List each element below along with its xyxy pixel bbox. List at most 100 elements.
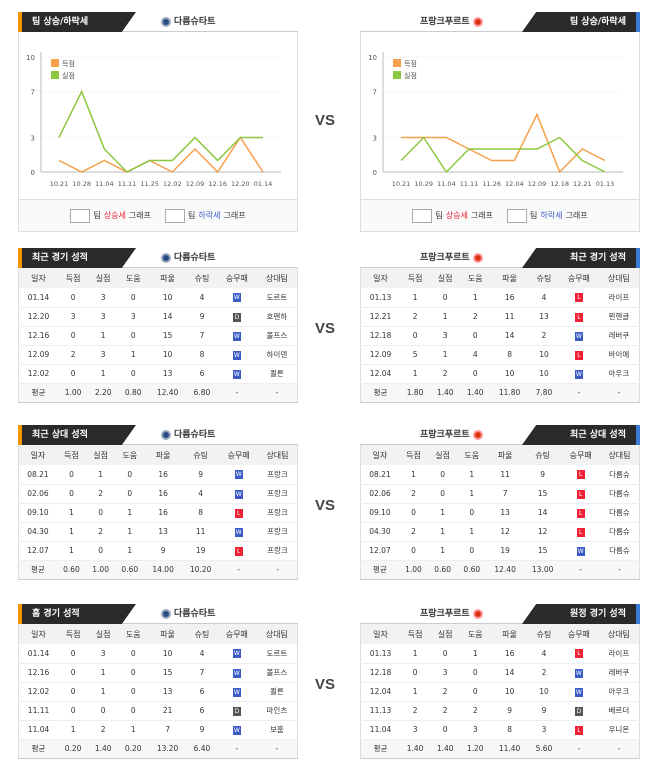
table-cell: 4 (528, 644, 559, 664)
table-cell: 12.02 (18, 364, 59, 384)
column-header: 슈팅 (186, 624, 217, 644)
table-row: 01.14 0 3 0 10 4 W 도르트 (18, 644, 298, 664)
table-cell: 프랑크 (257, 522, 298, 542)
darmstadt-logo-icon (161, 429, 171, 440)
table-cell: 01.13 (360, 288, 401, 308)
x-tick-label: 01.14 (254, 180, 273, 188)
column-header: 파울 (148, 268, 187, 288)
table-cell: 3 (88, 644, 119, 664)
table-cell: 2 (398, 484, 429, 504)
table-cell: 2 (528, 326, 559, 346)
table-cell: 1 (400, 288, 431, 308)
result-badge-icon: W (234, 489, 243, 499)
table-cell: 도르트 (256, 288, 298, 308)
column-header: 파울 (490, 268, 529, 288)
average-row: 평균 1.80 1.40 1.40 11.80 7.80- - (360, 383, 640, 403)
table-cell: 0 (118, 682, 149, 702)
table-cell: 0 (400, 326, 431, 346)
table-cell: 02.06 (18, 484, 57, 504)
table-cell: 13 (528, 307, 559, 327)
away-trend-chart: 0 3 7 10 10.21 10.29 11.04 11.11 11.26 12.04 12.09… (360, 32, 640, 200)
table-cell: - (256, 383, 298, 403)
vs-label: VS (314, 497, 335, 514)
table-cell: 다름슈 (599, 522, 640, 542)
table-cell: - (257, 560, 298, 580)
legend-down-right: 팀 하락세 그래프 (507, 208, 588, 223)
column-header: 승무패 (219, 445, 258, 465)
section-title: 최근 경기 성적 (18, 248, 136, 268)
table-cell: 하이덴 (256, 345, 298, 365)
table-cell: 0.60 (457, 560, 487, 580)
table-cell: 14 (490, 326, 529, 346)
column-header: 승무패 (559, 268, 599, 288)
legend-up: 팀 상승세 그래프 (70, 208, 151, 223)
table-cell: 0 (118, 644, 149, 664)
result-badge-icon: D (232, 706, 241, 716)
table-cell: 1 (460, 288, 491, 308)
table-cell: 10 (528, 364, 559, 384)
table-cell: 평균 (360, 383, 401, 403)
table-cell: 0 (58, 682, 89, 702)
legend-up-right: 팀 상승세 그래프 (412, 208, 493, 223)
section-title: 최근 경기 성적 (522, 248, 640, 268)
column-header: 실점 (88, 268, 119, 288)
table-cell: 1 (56, 503, 87, 523)
table-cell: 1 (88, 663, 119, 683)
table-cell: W (217, 720, 257, 740)
table-cell: 5 (400, 345, 431, 365)
table-cell: 1 (460, 644, 491, 664)
team-label: 다름슈타트 (158, 425, 215, 445)
table-cell: 바이에 (598, 345, 640, 365)
table-cell: 1 (56, 522, 87, 542)
x-tick-label: 11.04 (437, 180, 456, 188)
x-tick-label: 11.26 (482, 180, 501, 188)
table-cell: W (217, 682, 257, 702)
column-header: 일자 (360, 624, 401, 644)
table-row: 11.13 2 2 2 9 9 D 베르더 (360, 701, 640, 721)
table-cell: 0.20 (118, 739, 149, 759)
table-row: 04.30 2 1 1 12 12 L 다름슈 (360, 522, 640, 542)
x-tick-label: 01.13 (596, 180, 615, 188)
legend-swatch (393, 59, 401, 67)
stats-table: 일자 득점 실점 도움 파울 슈팅 승무패 상대팀 01.13 1 0 1 16 4 L 라이프 12.21 2 1… (360, 268, 640, 403)
table-header-bar: 최근 상대 성적 다름슈타트 (18, 425, 298, 445)
table-cell: 4 (181, 484, 220, 504)
column-header: 승무패 (561, 445, 600, 465)
table-cell: D (217, 307, 257, 327)
table-cell: 13 (486, 503, 524, 523)
table-cell: W (559, 682, 599, 702)
section-title: 홈 경기 성적 (18, 604, 136, 624)
table-cell: W (219, 522, 258, 542)
table-cell: L (559, 345, 599, 365)
series-line-0 (401, 112, 606, 174)
table-cell: 16 (490, 644, 529, 664)
table-cell: 1 (88, 326, 119, 346)
table-cell: 11.04 (360, 720, 401, 740)
legend-label: 실점 (62, 71, 75, 80)
table-row: 08.21 0 1 0 16 9 W 프랑크 (18, 465, 298, 485)
table-cell: 라이프 (598, 288, 640, 308)
table-cell: 12.16 (18, 663, 59, 683)
table-header-bar: 최근 경기 성적 다름슈타트 (18, 248, 298, 268)
table-cell: 0 (118, 326, 149, 346)
table-cell: 9 (528, 701, 559, 721)
table-cell: - (256, 739, 298, 759)
legend-label: 득점 (404, 60, 417, 68)
result-badge-icon: L (576, 470, 585, 480)
table-cell: 2 (58, 345, 89, 365)
x-tick-label: 12.04 (505, 180, 524, 188)
table-cell: - (217, 739, 257, 759)
legend-swatch (51, 71, 59, 79)
table-cell: 2 (400, 307, 431, 327)
table-cell: 9 (181, 465, 220, 485)
table-cell: 0 (86, 541, 116, 561)
result-badge-icon: L (574, 312, 583, 322)
table-row: 12.16 0 1 0 15 7 W 볼프스 (18, 663, 298, 683)
table-cell: 1 (86, 465, 116, 485)
column-header: 도움 (460, 624, 491, 644)
x-tick-label: 12.21 (573, 180, 592, 188)
legend-swatch (393, 71, 401, 79)
table-cell: 마인츠 (256, 701, 298, 721)
table-cell: 평균 (360, 560, 399, 580)
table-cell: 평균 (18, 739, 59, 759)
